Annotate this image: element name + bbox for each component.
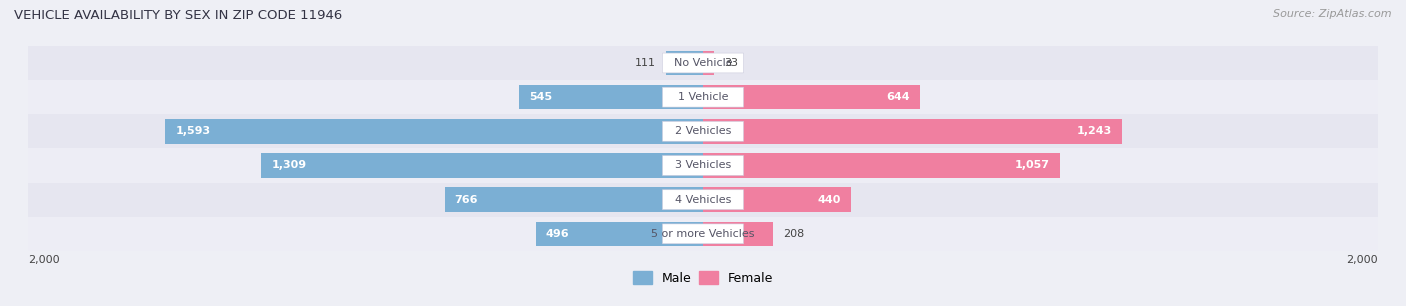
Bar <box>28 114 1378 148</box>
Text: No Vehicle: No Vehicle <box>673 58 733 68</box>
Bar <box>28 80 1378 114</box>
Bar <box>703 119 1122 144</box>
Legend: Male, Female: Male, Female <box>628 266 778 290</box>
FancyBboxPatch shape <box>662 87 744 107</box>
Bar <box>519 85 703 110</box>
Text: 2,000: 2,000 <box>1347 255 1378 265</box>
FancyBboxPatch shape <box>662 190 744 210</box>
Bar <box>536 222 703 246</box>
Text: Source: ZipAtlas.com: Source: ZipAtlas.com <box>1274 9 1392 19</box>
Bar <box>665 51 703 75</box>
Bar <box>703 187 852 212</box>
Bar <box>28 217 1378 251</box>
FancyBboxPatch shape <box>662 121 744 141</box>
Text: 440: 440 <box>818 195 841 205</box>
Bar <box>28 183 1378 217</box>
FancyBboxPatch shape <box>662 224 744 244</box>
Text: 1,243: 1,243 <box>1077 126 1112 136</box>
Text: 1,057: 1,057 <box>1015 160 1049 170</box>
Bar <box>28 46 1378 80</box>
Bar <box>28 148 1378 183</box>
Bar <box>703 153 1060 178</box>
Text: 644: 644 <box>887 92 910 102</box>
FancyBboxPatch shape <box>662 155 744 175</box>
Text: 1,309: 1,309 <box>271 160 307 170</box>
Text: 496: 496 <box>546 229 569 239</box>
Text: 4 Vehicles: 4 Vehicles <box>675 195 731 205</box>
Bar <box>703 51 714 75</box>
Text: 5 or more Vehicles: 5 or more Vehicles <box>651 229 755 239</box>
Bar <box>703 222 773 246</box>
Text: 1,593: 1,593 <box>176 126 211 136</box>
Text: VEHICLE AVAILABILITY BY SEX IN ZIP CODE 11946: VEHICLE AVAILABILITY BY SEX IN ZIP CODE … <box>14 9 342 22</box>
Bar <box>166 119 703 144</box>
Text: 2,000: 2,000 <box>28 255 59 265</box>
Text: 111: 111 <box>634 58 655 68</box>
Text: 545: 545 <box>529 92 553 102</box>
Text: 208: 208 <box>783 229 804 239</box>
Text: 1 Vehicle: 1 Vehicle <box>678 92 728 102</box>
Bar <box>444 187 703 212</box>
Bar <box>262 153 703 178</box>
Text: 3 Vehicles: 3 Vehicles <box>675 160 731 170</box>
Text: 33: 33 <box>724 58 738 68</box>
FancyBboxPatch shape <box>662 53 744 73</box>
Text: 2 Vehicles: 2 Vehicles <box>675 126 731 136</box>
Bar <box>703 85 921 110</box>
Text: 766: 766 <box>454 195 478 205</box>
